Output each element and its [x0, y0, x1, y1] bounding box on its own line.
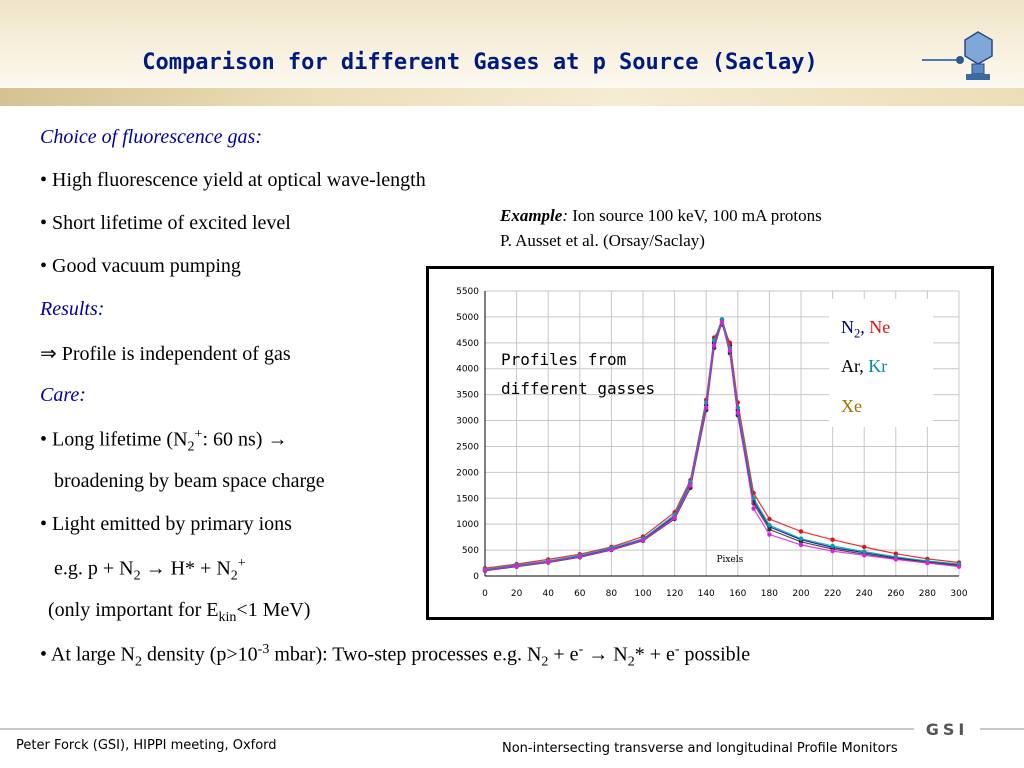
data-point-xe [640, 538, 646, 543]
y-tick-label: 4500 [456, 339, 479, 349]
data-point-xe [704, 405, 709, 410]
header-band [0, 88, 1024, 106]
data-point-xe [546, 559, 551, 565]
x-tick-label: 20 [511, 589, 523, 599]
annotation-line-1: Profiles from [501, 350, 627, 369]
x-tick-label: 180 [761, 589, 778, 599]
y-tick-label: 2500 [456, 442, 479, 452]
x-tick-label: 160 [729, 589, 746, 599]
x-tick-label: 0 [482, 589, 488, 599]
data-point-xe [830, 548, 835, 554]
data-point-ne [893, 551, 898, 556]
bullet-fluorescence-yield: • High fluorescence yield at optical wav… [40, 169, 426, 191]
data-point-xe [482, 568, 488, 573]
y-tick-label: 2000 [456, 468, 479, 478]
data-point-kr [830, 543, 835, 549]
gsi-logo-icon: GSI [914, 720, 980, 739]
y-tick-label: 4000 [456, 365, 479, 375]
energy-condition-line: (only important for Ekin<1 MeV) [48, 599, 311, 625]
annotation-line-2: different gasses [501, 379, 656, 398]
x-axis-label: Pixels [716, 555, 743, 565]
data-point-xe [862, 553, 867, 558]
data-point-xe [711, 343, 717, 348]
x-tick-label: 300 [950, 589, 967, 599]
x-tick-label: 280 [919, 589, 936, 599]
example-line-2: P. Ausset et al. (Orsay/Saclay) [500, 231, 705, 250]
data-point-ne [798, 529, 804, 534]
data-point-xe [577, 554, 582, 560]
y-tick-label: 3500 [456, 391, 479, 401]
data-point-ne [862, 544, 867, 550]
y-tick-label: 1000 [456, 520, 479, 530]
reaction-line: e.g. p + N2 → H* + N2+ [54, 556, 246, 584]
y-tick-label: 3000 [456, 417, 479, 427]
x-tick-label: 220 [824, 589, 841, 599]
x-tick-label: 40 [542, 589, 554, 599]
data-point-ar [767, 527, 772, 532]
x-tick-label: 120 [666, 589, 683, 599]
y-tick-label: 500 [462, 546, 479, 556]
example-line-1: Example: Ion source 100 keV, 100 mA prot… [500, 206, 822, 225]
data-point-kr [767, 523, 772, 528]
broadening-line: broadening by beam space charge [54, 470, 325, 492]
data-point-xe [893, 557, 898, 562]
y-tick-label: 5000 [456, 313, 479, 323]
choice-heading: Choice of fluorescence gas: [40, 126, 262, 148]
x-tick-label: 240 [856, 589, 873, 599]
data-point-xe [719, 319, 725, 325]
data-point-ar [798, 539, 804, 544]
care-heading: Care: [40, 384, 86, 406]
example-block: Example: Ion source 100 keV, 100 mA prot… [500, 203, 822, 253]
y-tick-label: 1500 [456, 494, 479, 504]
y-tick-label: 5500 [456, 287, 479, 297]
data-point-kr [798, 536, 804, 541]
data-point-xe [956, 564, 962, 569]
bullet-short-lifetime: • Short lifetime of excited level [40, 212, 291, 234]
y-tick-label: 0 [473, 572, 479, 582]
x-tick-label: 80 [606, 589, 618, 599]
data-point-xe [767, 532, 772, 537]
data-point-kr [862, 549, 867, 554]
legend-ar-kr: Ar, Kr [841, 356, 888, 376]
data-point-xe [798, 542, 804, 548]
legend-n2-ne: N2, Ne [841, 317, 891, 341]
x-tick-label: 260 [887, 589, 904, 599]
bullet-primary-ions: • Light emitted by primary ions [40, 513, 292, 535]
legend-xe: Xe [841, 396, 862, 416]
results-heading: Results: [40, 298, 105, 320]
chart-annotation: Profiles from different gasses [501, 345, 655, 403]
x-tick-label: 200 [792, 589, 809, 599]
data-point-xe [672, 515, 677, 521]
footer-divider [0, 728, 1024, 730]
footer-talk-title: Non-intersecting transverse and longitud… [502, 741, 898, 756]
data-point-xe [727, 348, 733, 353]
data-point-xe [609, 547, 614, 552]
data-point-ne [767, 516, 772, 522]
fluorescence-monitor-logo-icon [922, 31, 993, 80]
x-tick-label: 100 [634, 589, 651, 599]
data-point-xe [688, 483, 693, 488]
implies-arrow-icon: ⇒ [40, 343, 57, 365]
data-point-xe [735, 410, 740, 415]
data-point-xe [514, 563, 519, 569]
data-point-ne [830, 537, 835, 542]
slide-title: Comparison for different Gases at p Sour… [142, 50, 818, 75]
footer-author: Peter Forck (GSI), HIPPI meeting, Oxford [16, 738, 277, 753]
x-tick-label: 60 [574, 589, 586, 599]
chart-legend: N2, Ne Ar, Kr Xe [829, 299, 933, 427]
chart-frame: 0 500 1000 1500 2000 2500 3000 3500 4000 4500 5000… [426, 266, 994, 620]
bullet-long-lifetime: • Long lifetime (N2+: 60 ns) → [40, 427, 288, 455]
x-tick-label: 140 [698, 589, 715, 599]
data-point-xe [925, 560, 930, 566]
bullet-two-step: • At large N2 density (p>10-3 mbar): Two… [40, 642, 751, 670]
data-point-xe [751, 506, 756, 511]
result-line: ⇒ Profile is independent of gas [40, 343, 291, 365]
bullet-vacuum-pumping: • Good vacuum pumping [40, 255, 241, 277]
svg-text:GSI: GSI [926, 720, 969, 739]
